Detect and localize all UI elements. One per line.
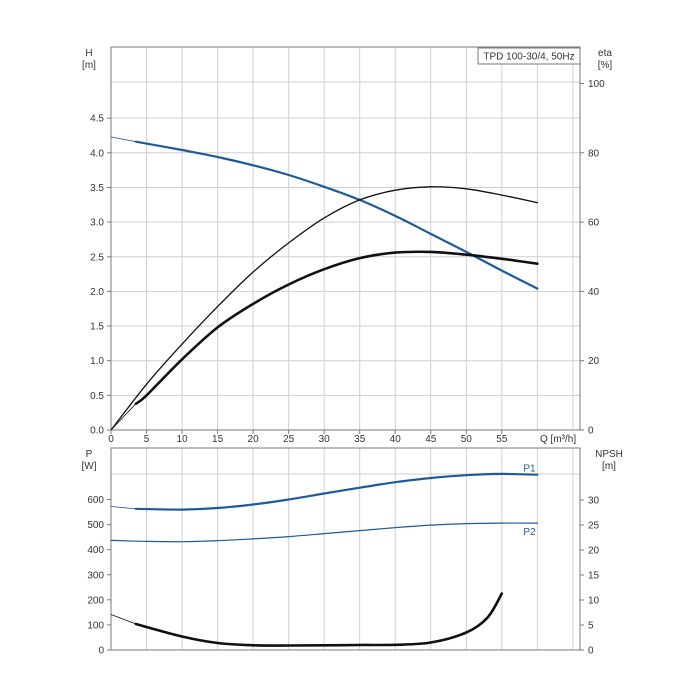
top-series-0-line bbox=[134, 140, 539, 290]
top-series-1-line bbox=[110, 186, 539, 431]
top-series-2-extrapolation bbox=[110, 403, 137, 431]
y-axis-unit-npsh: [m] bbox=[602, 461, 616, 472]
bottom-left-tick-label: 400 bbox=[87, 545, 104, 556]
top-right-tick-label: 60 bbox=[588, 218, 600, 229]
top-left-tick-label: 3.5 bbox=[90, 183, 104, 194]
chart-title: TPD 100-30/4, 50Hz bbox=[483, 52, 574, 63]
top-left-tick-label: 1.5 bbox=[90, 322, 104, 333]
bottom-tick-labels: 0 100 200 300 400 500 600 0 5 10 15 20 25 30 bbox=[87, 495, 599, 656]
x-tick-label: 55 bbox=[496, 434, 508, 445]
top-left-tick-label: 2.5 bbox=[90, 252, 104, 263]
bottom-left-tick-label: 300 bbox=[87, 570, 104, 581]
bottom-grid bbox=[111, 448, 580, 650]
bottom-series-2-extrapolation bbox=[110, 614, 137, 625]
y-axis-label-npsh: NPSH bbox=[595, 449, 623, 460]
power-npsh-panel: P1 P2 0 100 200 300 400 500 600 0 5 10 15 20 25 30 P [… bbox=[82, 447, 623, 657]
top-series-0-extrapolation bbox=[110, 136, 136, 143]
top-series bbox=[110, 136, 539, 431]
y-axis-unit-eta: [%] bbox=[598, 60, 613, 71]
bottom-right-tick-label: 5 bbox=[588, 621, 594, 632]
top-left-tick-label: 4.5 bbox=[90, 114, 104, 125]
x-tick-label: 35 bbox=[354, 434, 366, 445]
top-right-tick-label: 80 bbox=[588, 148, 600, 159]
bottom-plot-frame bbox=[110, 447, 581, 651]
bottom-right-tick-label: 25 bbox=[588, 521, 600, 532]
bottom-left-tick-label: 200 bbox=[87, 595, 104, 606]
y-axis-label-head: H bbox=[85, 48, 92, 59]
series-label-p2: P2 bbox=[523, 527, 536, 538]
top-tick-labels: 0.0 0.5 1.0 1.5 2.0 2.5 3.0 3.5 4.0 4.5 0 20 40 60 80 1… bbox=[90, 79, 605, 445]
top-left-tick-label: 0.5 bbox=[90, 391, 104, 402]
bottom-left-tick-label: 100 bbox=[87, 620, 104, 631]
top-plot-frame bbox=[110, 46, 581, 431]
top-left-tick-label: 0.0 bbox=[90, 426, 104, 437]
chart-title-box bbox=[477, 47, 581, 65]
top-right-tick-label: 40 bbox=[588, 287, 600, 298]
x-tick-label: 5 bbox=[144, 434, 150, 445]
bottom-right-tick-label: 20 bbox=[588, 546, 600, 557]
bottom-right-tick-label: 0 bbox=[588, 646, 594, 657]
bottom-series-0-extrapolation bbox=[110, 506, 136, 510]
bottom-right-tick-label: 10 bbox=[588, 596, 600, 607]
top-right-tick-label: 20 bbox=[588, 356, 600, 367]
x-tick-label: 25 bbox=[283, 434, 295, 445]
x-tick-label: 10 bbox=[176, 434, 188, 445]
head-efficiency-panel: 0.0 0.5 1.0 1.5 2.0 2.5 3.0 3.5 4.0 4.5 0 20 40 60 80 1… bbox=[82, 46, 613, 445]
x-tick-label: 45 bbox=[425, 434, 437, 445]
bottom-right-tick-label: 30 bbox=[588, 496, 600, 507]
bottom-left-tick-label: 0 bbox=[98, 646, 104, 657]
x-tick-label: 20 bbox=[248, 434, 260, 445]
series-label-p1: P1 bbox=[523, 464, 536, 475]
bottom-series-1-line bbox=[110, 522, 538, 543]
bottom-left-tick-label: 600 bbox=[87, 495, 104, 506]
top-series-2-line bbox=[134, 250, 539, 405]
top-left-tick-label: 3.0 bbox=[90, 218, 104, 229]
bottom-series-0-line bbox=[134, 472, 539, 511]
bottom-series: P1 P2 bbox=[110, 464, 539, 647]
bottom-series-2-line bbox=[134, 592, 504, 647]
x-axis-label-flow: Q [m³/h] bbox=[540, 434, 576, 445]
x-tick-label: 15 bbox=[212, 434, 224, 445]
bottom-right-tick-label: 15 bbox=[588, 571, 600, 582]
x-tick-label: 30 bbox=[319, 434, 331, 445]
y-axis-label-power: P bbox=[86, 449, 93, 460]
y-axis-label-eta: eta bbox=[598, 48, 612, 59]
top-grid bbox=[111, 47, 580, 430]
top-right-tick-label: 0 bbox=[588, 426, 594, 437]
y-axis-unit-power: [W] bbox=[82, 461, 97, 472]
y-axis-unit-head: [m] bbox=[82, 60, 96, 71]
x-tick-label: 50 bbox=[461, 434, 473, 445]
top-left-tick-label: 1.0 bbox=[90, 356, 104, 367]
bottom-left-tick-label: 500 bbox=[87, 520, 104, 531]
top-left-tick-label: 4.0 bbox=[90, 148, 104, 159]
x-tick-label: 0 bbox=[108, 434, 114, 445]
top-right-tick-label: 100 bbox=[588, 79, 605, 90]
x-tick-label: 40 bbox=[390, 434, 402, 445]
top-left-tick-label: 2.0 bbox=[90, 287, 104, 298]
